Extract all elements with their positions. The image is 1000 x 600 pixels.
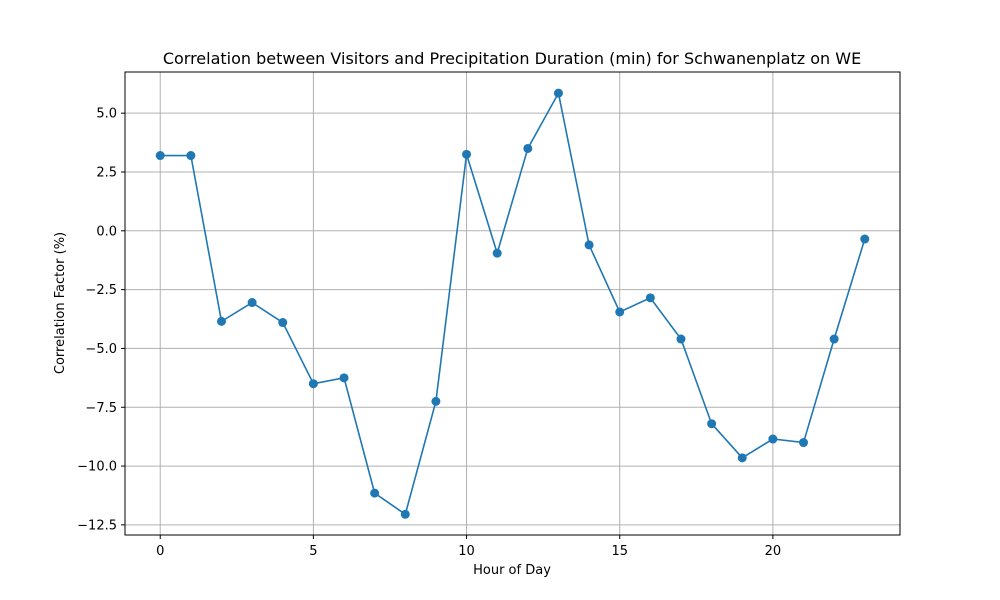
data-point [584,240,594,250]
data-point [339,373,349,383]
x-tick-label: 0 [156,544,164,559]
data-point [645,293,655,303]
x-tick-label: 5 [309,544,317,559]
data-point [247,298,257,308]
data-point [462,149,472,159]
y-axis-label: Correlation Factor (%) [53,232,68,374]
data-point [615,307,625,317]
y-tick-label: −12.5 [77,518,117,533]
x-tick-label: 20 [765,544,782,559]
data-point [370,488,380,498]
data-point [860,234,870,244]
y-tick-label: −10.0 [77,460,117,475]
y-tick-label: −2.5 [85,283,117,298]
data-point [431,396,441,406]
series-line [160,90,866,516]
data-point [707,419,717,429]
y-tick-label: 2.5 [96,165,117,180]
data-point [737,453,747,463]
series-layer [155,88,870,519]
data-point [278,318,288,328]
data-point [768,434,778,444]
data-point [155,151,165,161]
y-tick-label: 5.0 [96,107,117,122]
chart-title: Correlation between Visitors and Precipi… [163,49,861,68]
data-point [553,88,563,98]
grid-lines [125,72,900,535]
plot-frame [124,71,901,536]
y-tick-label: −5.0 [85,342,117,357]
x-axis-label: Hour of Day [473,563,551,578]
x-axis-ticks: 0 5 10 15 20 [156,535,781,559]
data-point [676,334,686,344]
data-point [523,143,533,153]
data-point [829,334,839,344]
y-tick-label: 0.0 [96,224,117,239]
data-point [186,151,196,161]
data-point [492,248,502,258]
x-tick-label: 15 [611,544,628,559]
data-point [799,438,809,448]
data-point [400,509,410,519]
data-point [308,379,318,389]
data-point [216,316,226,326]
y-tick-label: −7.5 [85,401,117,416]
x-tick-label: 10 [458,544,475,559]
y-axis-ticks: 5.0 2.5 0.0 −2.5 −5.0 −7.5 −10.0 −12.5 [77,107,125,533]
